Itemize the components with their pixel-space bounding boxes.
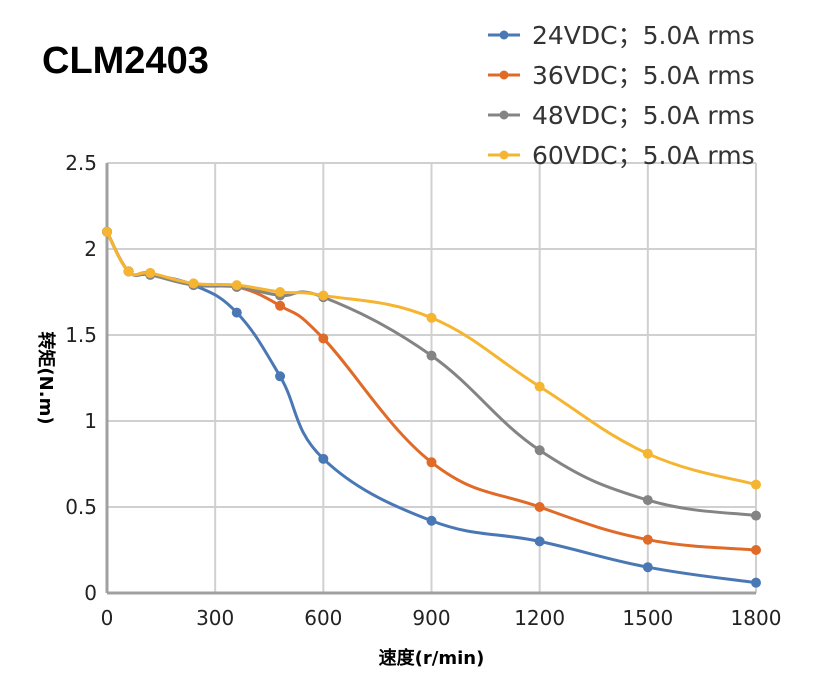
data-point	[275, 371, 286, 382]
x-axis-label: 速度(r/min)	[379, 647, 485, 669]
x-tick-label: 1500	[622, 606, 673, 630]
data-point	[642, 448, 653, 459]
legend-marker	[499, 110, 509, 120]
data-point	[534, 536, 545, 547]
data-point	[275, 300, 286, 311]
data-point	[534, 381, 545, 392]
data-point	[534, 502, 545, 512]
data-point	[231, 307, 242, 318]
legend-label: 60VDC；5.0A rms	[532, 141, 755, 170]
legend-marker	[499, 70, 509, 80]
data-point	[231, 280, 242, 291]
legend-label: 36VDC；5.0A rms	[532, 61, 755, 90]
data-point	[145, 268, 156, 279]
data-point	[751, 545, 761, 555]
x-tick-label: 900	[412, 606, 450, 630]
data-point	[123, 266, 134, 277]
y-tick-label: 0.5	[65, 495, 97, 519]
legend-label: 24VDC；5.0A rms	[532, 21, 755, 50]
x-tick-label: 1200	[514, 606, 565, 630]
y-axis-label: 转矩(N.m)	[35, 331, 57, 424]
legend-marker	[499, 150, 509, 160]
data-point	[318, 333, 329, 344]
y-tick-label: 2	[84, 237, 97, 261]
y-tick-label: 1	[84, 409, 97, 433]
data-point	[188, 278, 199, 289]
x-tick-label: 600	[304, 606, 342, 630]
data-point	[534, 445, 545, 456]
data-point	[642, 562, 653, 573]
y-tick-label: 2.5	[65, 151, 97, 175]
data-point	[102, 226, 112, 237]
data-point	[318, 453, 329, 464]
data-point	[318, 290, 329, 301]
data-point	[426, 350, 437, 361]
data-point	[426, 515, 437, 526]
legend-marker	[499, 30, 509, 40]
data-point	[751, 479, 761, 490]
data-point	[642, 534, 653, 545]
y-tick-label: 0	[84, 581, 97, 605]
x-tick-label: 300	[196, 606, 234, 630]
data-point	[426, 457, 437, 468]
x-tick-label: 1800	[731, 606, 782, 630]
data-point	[751, 510, 761, 521]
chart-title: CLM2403	[42, 40, 209, 82]
x-tick-label: 0	[101, 606, 114, 630]
data-point	[642, 495, 653, 506]
y-tick-label: 1.5	[65, 323, 97, 347]
data-point	[426, 312, 437, 323]
data-point	[275, 287, 286, 297]
legend-label: 48VDC；5.0A rms	[532, 101, 755, 130]
data-point	[751, 577, 761, 588]
